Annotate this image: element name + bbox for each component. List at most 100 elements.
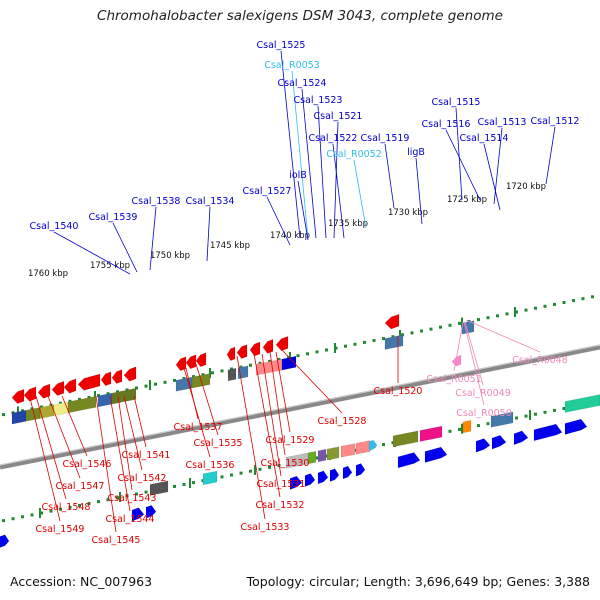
inner-track-dot xyxy=(325,454,328,458)
inner-track-dot xyxy=(59,507,62,511)
feature-block xyxy=(281,355,297,371)
gene-label: Csal_1541 xyxy=(122,450,171,461)
outer-track-dot xyxy=(401,333,404,337)
cds-reverse xyxy=(100,371,112,387)
inner-track-dot xyxy=(173,484,176,488)
feature-block xyxy=(307,450,317,465)
label-leader xyxy=(123,395,143,471)
gene-label: Csal_1527 xyxy=(243,186,292,197)
feature-block xyxy=(384,334,404,350)
outer-track-dot xyxy=(277,358,281,361)
gene-label: ligB xyxy=(407,147,425,158)
feature-block xyxy=(564,394,600,413)
cds-forward xyxy=(533,423,563,442)
genome-summary: Topology: circular; Length: 3,696,649 bp… xyxy=(246,574,590,589)
genome-title: Chromohalobacter salexigens DSM 3043, co… xyxy=(97,8,503,24)
label-leader xyxy=(29,397,61,522)
label-leader xyxy=(455,107,463,201)
gene-label: Csal_1514 xyxy=(460,133,509,144)
label-leader xyxy=(301,88,317,239)
gene-label: Csal_1539 xyxy=(89,212,138,223)
outer-track-dot xyxy=(581,297,585,301)
cds-forward xyxy=(564,418,588,435)
outer-track-dot xyxy=(439,325,442,329)
inner-track-dot xyxy=(553,408,556,412)
label-leader xyxy=(269,351,286,456)
inner-track-dot xyxy=(135,492,138,496)
feature-block xyxy=(340,443,356,458)
gene-label: Csal_1536 xyxy=(186,460,235,471)
outer-track-dot xyxy=(68,399,72,403)
gene-label: Csal_1523 xyxy=(294,95,343,106)
outer-track-dot xyxy=(448,323,452,327)
gene-label: Csal_1535 xyxy=(194,438,243,449)
feature-block xyxy=(392,430,419,448)
inner-track-dot xyxy=(230,473,233,477)
label-leader xyxy=(275,351,291,433)
outer-track-dot xyxy=(230,367,233,371)
outer-track-dot xyxy=(429,327,433,331)
scale-label: 1745 kbp xyxy=(210,241,250,251)
inner-track-dot xyxy=(258,467,262,471)
outer-track-dot xyxy=(2,413,5,417)
outer-track-dot xyxy=(353,342,357,346)
gene-label: Csal_1543 xyxy=(108,493,157,504)
gene-label: Csal_R0052 xyxy=(326,149,382,160)
label-leader xyxy=(384,143,395,209)
cds-reverse xyxy=(123,366,137,382)
feature-block xyxy=(67,395,97,414)
outer-track-dot xyxy=(505,312,509,316)
gene-label: Csal_1534 xyxy=(186,196,235,207)
gene-label: Csal_1545 xyxy=(92,535,141,546)
label-leader xyxy=(353,159,367,229)
label-leader xyxy=(445,129,481,201)
cds-reverse xyxy=(226,346,236,361)
outer-track-dot xyxy=(30,407,34,411)
gene-label: Csal_1513 xyxy=(478,117,527,128)
cds-reverse xyxy=(37,383,51,399)
gene-label: Csal_1531 xyxy=(257,479,306,490)
label-leader xyxy=(415,157,423,225)
outer-track-dot xyxy=(116,390,119,394)
feature-block xyxy=(355,440,371,455)
inner-track-dot xyxy=(144,490,148,494)
outer-track-dot xyxy=(40,405,43,409)
outer-track-dot xyxy=(21,409,24,413)
outer-track-dot xyxy=(477,318,480,322)
outer-track-dot xyxy=(211,371,214,375)
cds-forward xyxy=(475,438,491,453)
inner-track-dot xyxy=(382,443,385,447)
outer-track-dot xyxy=(391,335,395,339)
scale-label: 1720 kbp xyxy=(506,182,546,192)
label-leader xyxy=(149,206,157,271)
label-leader xyxy=(332,143,345,239)
cds-forward xyxy=(0,534,10,548)
inner-track-dot xyxy=(534,412,537,416)
feature-block xyxy=(490,411,514,428)
cds-reverse xyxy=(111,369,123,384)
outer-track-dot xyxy=(534,306,537,310)
cds-reverse xyxy=(384,313,400,330)
outer-track-dot xyxy=(363,340,366,344)
gene-label: Csal_1542 xyxy=(118,473,167,484)
inner-track-dot xyxy=(448,429,452,433)
cds-forward xyxy=(491,435,507,450)
outer-track-dot xyxy=(192,375,195,379)
label-leader xyxy=(117,395,133,491)
label-leader xyxy=(291,70,309,239)
outer-track-dot xyxy=(287,356,290,360)
outer-track-dot xyxy=(49,403,53,407)
outer-track-dot xyxy=(382,337,385,341)
label-leader xyxy=(465,319,541,353)
inner-track-dot xyxy=(49,509,53,513)
gene-label: Csal_1519 xyxy=(361,133,410,144)
gene-label: Csal_1528 xyxy=(318,416,367,427)
scale-label: 1760 kbp xyxy=(28,269,68,279)
cds-forward xyxy=(424,446,448,463)
outer-track-dot xyxy=(524,308,528,312)
cds-reverse xyxy=(63,378,77,394)
outer-track-dot xyxy=(515,310,518,314)
inner-track-dot xyxy=(486,422,490,426)
label-leader xyxy=(183,367,211,458)
